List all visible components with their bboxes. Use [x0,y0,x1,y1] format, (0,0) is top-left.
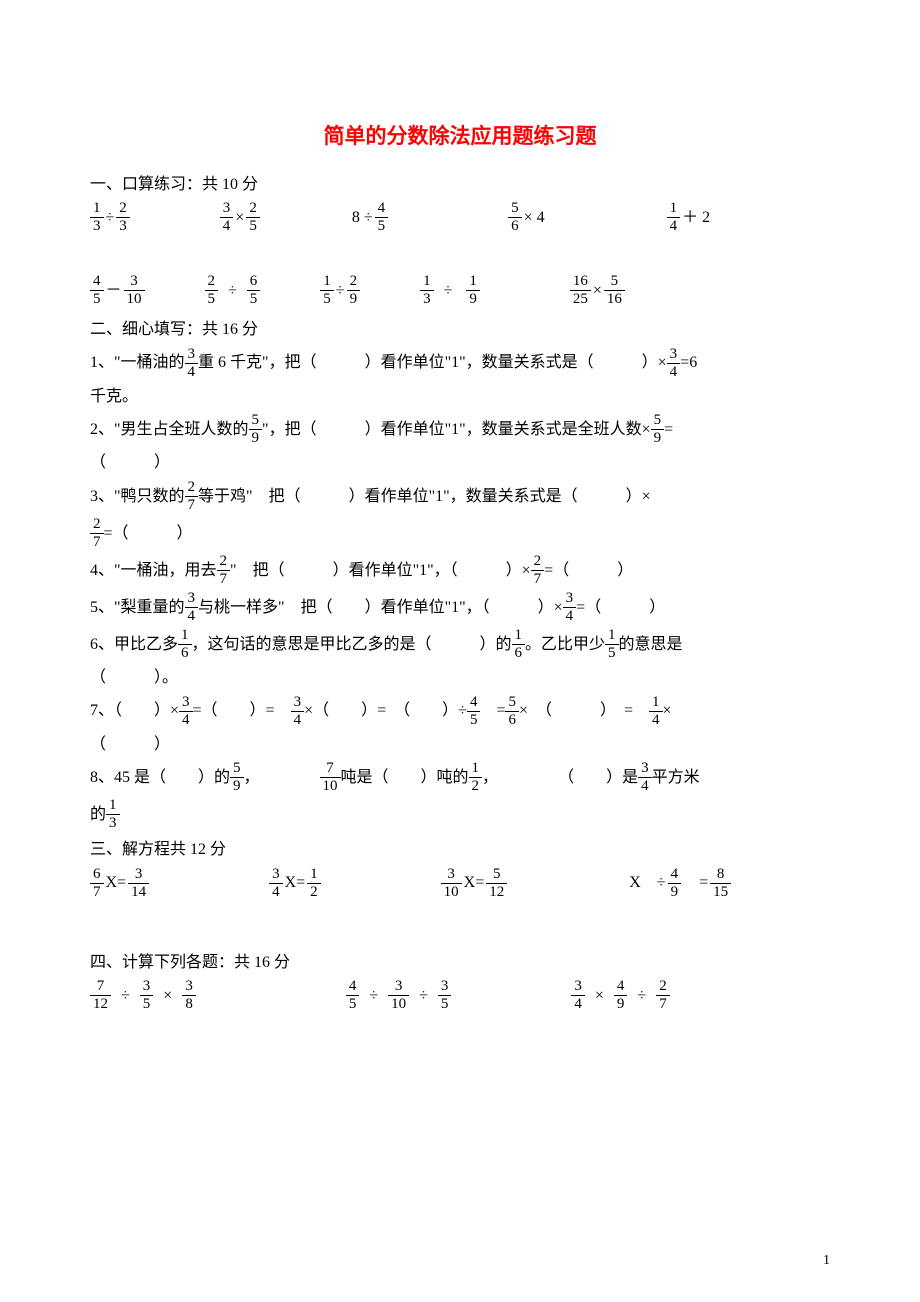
s2-q1: 1、"一桶油的 34 重 6 千克"，把（ ）看作单位"1"，数量关系式是（ ）… [90,347,830,380]
s1-e2: 34 × 25 [220,201,260,234]
s2-q3b: 27 =（ ） [90,517,830,550]
s1-e1: 13 ÷ 23 [90,201,130,234]
section-2-head: 二、细心填写：共 16 分 [90,317,830,343]
s4-e1: 712 ÷ 35 × 38 [90,979,196,1012]
s3-e3: 310 X= 512 [441,867,508,900]
s1-e7: 25 ÷ 65 [205,274,261,307]
s1-e8: 15 ÷ 29 [320,274,360,307]
s2-q7: 7、（ ）× 34 =（ ）= 34 ×（ ）= （ ）÷ 45 = 56 × … [90,695,830,728]
s1-e4: 56 × 4 [508,201,547,234]
s1-e10: 1625 × 516 [570,274,625,307]
s2-q1b: 千克。 [90,384,830,410]
s2-q6: 6、甲比乙多 16 ，这句话的意思是甲比乙多的是（ ）的 16 。乙比甲少 15… [90,628,830,661]
page-title: 简单的分数除法应用题练习题 [90,120,830,154]
s2-q6b: （ ）。 [90,665,830,691]
s2-q2: 2、"男生占全班人数的 59 "，把（ ）看作单位"1"，数量关系式是全班人数×… [90,413,830,446]
section-3-head: 三、解方程共 12 分 [90,837,830,863]
s1-e6: 45 － 310 [90,274,145,307]
s2-q8: 8、45 是（ ）的 59 ， 710 吨是（ ）吨的 12 ， （ ）是 34… [90,761,830,794]
s2-q7b: （ ） [90,732,830,758]
worksheet-page: 简单的分数除法应用题练习题 一、口算练习：共 10 分 13 ÷ 23 34 ×… [0,0,920,1302]
s2-q2b: （ ） [90,450,830,476]
page-number: 1 [823,1250,830,1272]
s1-e5: 14 ＋ 2 [667,201,713,234]
s3-e1: 67 X= 314 [90,867,149,900]
s2-q5: 5、"梨重量的 34 与桃一样多" 把（ ）看作单位"1"，（ ）× 34 =（… [90,591,830,624]
section-4-head: 四、计算下列各题：共 16 分 [90,950,830,976]
s1-e9: 13 ÷ 19 [420,274,480,307]
s4-row: 712 ÷ 35 × 38 45 ÷ 310 ÷ 35 34 × 49 ÷ 27 [90,979,830,1012]
s3-row: 67 X= 314 34 X= 12 310 X= 512 X ÷ 49 = 8… [90,867,830,900]
s2-q3: 3、"鸭只数的 27 等于鸡" 把（ ）看作单位"1"，数量关系式是（ ）× [90,480,830,513]
s2-q8b: 的 13 [90,798,830,831]
s4-e3: 34 × 49 ÷ 27 [571,979,669,1012]
s1-row-2: 45 － 310 25 ÷ 65 15 ÷ 29 13 ÷ 19 1625 × … [90,274,830,307]
s1-row-1: 13 ÷ 23 34 × 25 8 ÷ 45 56 × 4 14 ＋ 2 [90,201,830,234]
s3-e2: 34 X= 12 [269,867,321,900]
section-1-head: 一、口算练习：共 10 分 [90,172,830,198]
s2-q4: 4、"一桶油，用去 27 " 把（ ）看作单位"1"，（ ）× 27 =（ ） [90,554,830,587]
s1-e3: 8 ÷ 45 [350,201,388,234]
s4-e2: 45 ÷ 310 ÷ 35 [346,979,452,1012]
s3-e4: X ÷ 49 = 815 [627,867,731,900]
